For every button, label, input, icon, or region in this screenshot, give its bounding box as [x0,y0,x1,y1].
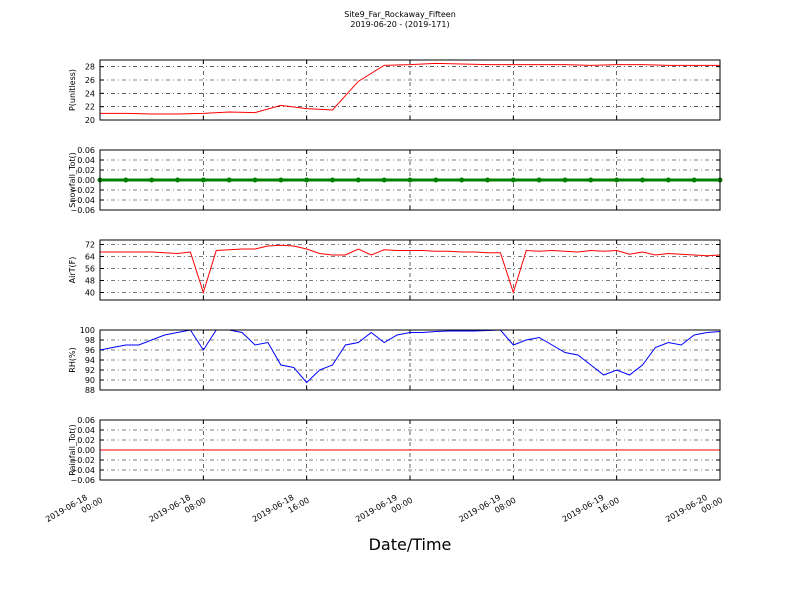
y-axis-label: Snowfall_Tot() [68,152,77,208]
y-tick-label: −0.04 [70,466,95,475]
y-tick-label: 0.06 [77,146,95,155]
y-tick-label: 98 [85,336,95,345]
data-point [459,177,465,183]
data-point [640,177,645,183]
axes-frame [99,149,721,211]
chart-subtitle: 2019-06-20 - (2019-171) [350,20,449,29]
axes-frame [99,239,721,301]
y-tick-label: 28 [85,63,95,72]
y-tick-label: −0.02 [70,456,95,465]
data-line [100,62,720,115]
data-line [100,244,721,295]
y-tick-label: 0.04 [77,156,95,165]
axes-frame [99,329,721,391]
data-point [433,177,439,183]
data-point [510,177,516,183]
y-tick-label: 100 [80,326,95,335]
y-axis-label: Rainfall_Tot() [68,424,77,476]
data-point [200,177,206,183]
y-tick-label: 90 [85,376,95,385]
y-tick-label: 92 [85,366,95,375]
data-point [665,177,671,183]
data-point [407,177,413,183]
y-axis-label: RH(%) [68,347,77,372]
data-point [562,177,568,183]
axes-frame [99,59,721,121]
y-tick-label: 94 [85,356,95,365]
y-axis-label: P(unitless) [68,69,77,111]
data-point [304,177,310,183]
data-point [252,177,258,183]
y-tick-label: −0.04 [70,196,95,205]
data-point [355,177,361,183]
y-tick-label: 48 [85,277,95,286]
y-tick-label: 20 [85,116,95,125]
x-axis-label: Date/Time [369,535,452,554]
y-tick-label: 0.04 [77,426,95,435]
y-axis-label: AirT(F) [68,257,77,284]
y-tick-label: 0.02 [77,436,95,445]
y-tick-label: 26 [85,76,95,85]
y-tick-label: 96 [85,346,95,355]
chart-title: Site9_Far_Rockaway_Fifteen [344,10,456,19]
y-tick-label: −0.06 [70,476,95,485]
y-tick-label: −0.02 [70,186,95,195]
y-tick-label: 40 [85,289,95,298]
axes-frame [99,419,721,481]
y-tick-label: 0.00 [77,176,95,185]
y-tick-label: 24 [85,89,95,98]
data-point [330,177,335,183]
y-tick-label: 72 [85,241,95,250]
data-point [278,177,284,183]
data-point [536,177,542,183]
data-point [614,177,620,183]
y-tick-label: 64 [85,253,95,262]
data-point [485,177,490,183]
y-tick-label: 88 [85,386,95,395]
data-point [588,177,594,183]
y-tick-label: 56 [85,265,95,274]
y-tick-label: 0.00 [77,446,95,455]
data-point [175,177,180,183]
data-point [381,177,387,183]
data-point [226,177,232,183]
y-tick-label: −0.06 [70,206,95,215]
y-tick-label: 0.02 [77,166,95,175]
data-point [149,177,155,183]
data-line [99,329,721,384]
data-point [123,177,129,183]
y-tick-label: 0.06 [77,416,95,425]
y-tick-label: 22 [85,103,95,112]
data-point [691,177,697,183]
